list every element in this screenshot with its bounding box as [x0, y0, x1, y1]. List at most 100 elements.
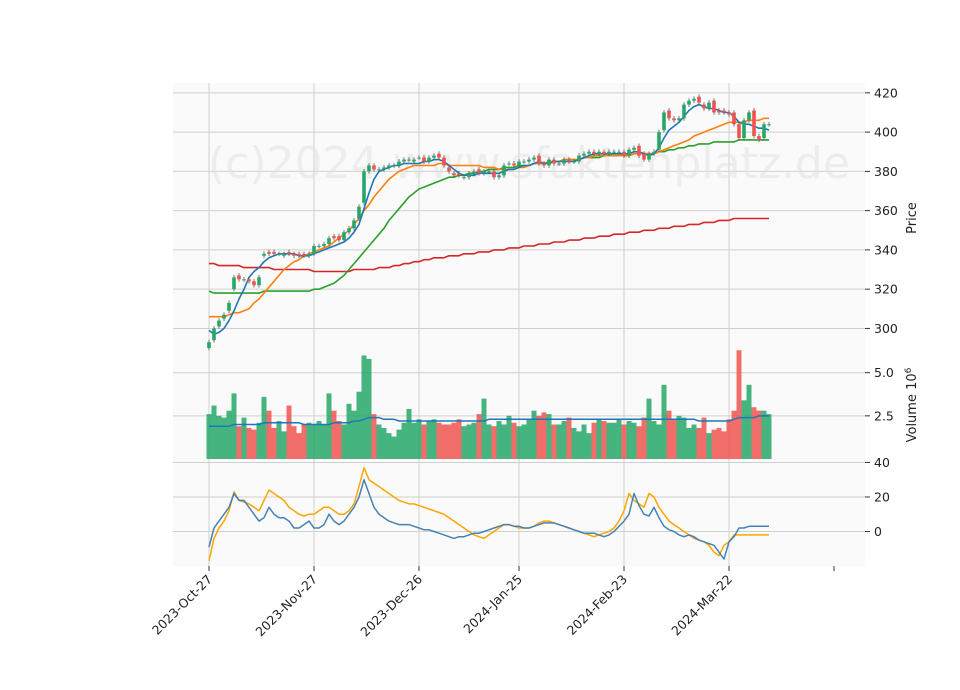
volume-bar	[351, 410, 357, 459]
candle-body	[307, 253, 311, 256]
candle-body	[432, 155, 436, 158]
volume-bar	[251, 429, 257, 459]
volume-bar	[566, 417, 572, 459]
candle-body	[507, 163, 511, 165]
candle-body	[727, 112, 731, 115]
candle-body	[252, 281, 256, 286]
volume-bars	[206, 350, 772, 459]
volume-sma-line	[209, 415, 769, 427]
volume-bar	[311, 424, 317, 459]
volume-bar	[646, 398, 652, 459]
volume-bar	[711, 429, 717, 459]
volume-bar	[366, 358, 372, 459]
volume-bar	[556, 424, 562, 459]
volume-bar	[236, 426, 242, 459]
candle-body	[677, 118, 681, 121]
y-tick-label: 40	[874, 455, 890, 470]
price-panel: (c)2024 www.sfaktenplatz.de 300320340360…	[173, 83, 920, 352]
candle-body	[427, 157, 431, 162]
volume-bar	[451, 422, 457, 459]
candle-body	[302, 253, 306, 256]
x-tick-label: 2023-Nov-27	[252, 572, 320, 640]
candle-body	[732, 112, 736, 125]
volume-bar	[666, 410, 672, 459]
candle-body	[487, 171, 491, 173]
volume-bar	[426, 421, 432, 459]
volume-bar	[766, 414, 772, 459]
candle-body	[707, 102, 711, 109]
candle-body	[212, 328, 216, 341]
candle-body	[452, 173, 456, 176]
volume-bar	[596, 419, 602, 459]
date-axis: 2023-Oct-27 2023-Nov-27 2023-Dec-26 2024-Ja…	[149, 566, 835, 640]
volume-bar	[446, 424, 452, 459]
y-tick-label: 400	[874, 125, 898, 140]
volume-exponent: 6	[904, 367, 914, 373]
candle-body	[532, 157, 536, 160]
candle-body	[702, 104, 706, 109]
x-tick-label: 2023-Oct-27	[149, 572, 215, 638]
volume-bar	[546, 414, 552, 459]
volume-bar	[551, 424, 557, 459]
volume-bar	[486, 424, 492, 459]
candle-body	[387, 165, 391, 168]
oscillator-lines	[208, 466, 769, 561]
candle-body	[287, 251, 291, 254]
candle-body	[362, 171, 366, 203]
candle-body	[517, 161, 521, 166]
candle-body	[257, 277, 261, 286]
volume-bar	[706, 433, 712, 459]
volume-axis: 2.5 5.0	[865, 365, 894, 423]
candle-body	[762, 124, 766, 138]
candle-body	[317, 245, 321, 247]
price-gridlines	[173, 83, 865, 352]
volume-bar	[341, 424, 347, 459]
y-tick-label: 420	[874, 85, 898, 100]
volume-bar	[496, 421, 502, 459]
y-tick-label: 20	[874, 489, 890, 504]
volume-bar	[231, 393, 237, 459]
candle-body	[502, 165, 506, 176]
volume-bar	[751, 407, 757, 459]
volume-bar	[631, 422, 637, 459]
volume-bar	[381, 427, 387, 459]
volume-bar	[601, 421, 607, 459]
candle-body	[397, 161, 401, 166]
candle-body	[342, 232, 346, 241]
candle-body	[522, 161, 526, 163]
volume-bar	[421, 424, 427, 459]
candle-body	[322, 244, 326, 246]
price-axis: 300 320 340 360 380 400 420	[865, 85, 898, 336]
candle-body	[282, 253, 286, 256]
volume-bar	[216, 415, 222, 459]
candle-body	[447, 167, 451, 172]
y-tick-label: 300	[874, 321, 898, 336]
volume-bar	[561, 421, 567, 459]
candlesticks	[207, 94, 771, 351]
volume-bar	[376, 424, 382, 459]
volume-axis-title: Volume 106	[904, 367, 920, 442]
candle-body	[672, 118, 676, 121]
volume-bar	[516, 426, 522, 459]
candle-body	[697, 96, 701, 103]
candle-body	[717, 110, 721, 113]
candle-body	[612, 151, 616, 153]
volume-bar	[386, 433, 392, 459]
candle-body	[657, 132, 661, 150]
candle-body	[402, 159, 406, 162]
volume-bar	[676, 415, 682, 459]
candle-body	[382, 167, 386, 170]
volume-bar	[371, 414, 377, 459]
volume-bar	[616, 419, 622, 459]
candle-body	[422, 157, 426, 162]
volume-bar	[691, 424, 697, 459]
candle-body	[272, 251, 276, 254]
candle-body	[472, 171, 476, 174]
x-tick-label: 2024-Mar-22	[668, 572, 735, 639]
candle-body	[327, 238, 331, 245]
volume-bar	[636, 426, 642, 459]
candle-body	[232, 277, 236, 290]
volume-bar	[321, 424, 327, 459]
y-tick-label: 5.0	[874, 365, 894, 380]
volume-bar	[241, 417, 247, 459]
